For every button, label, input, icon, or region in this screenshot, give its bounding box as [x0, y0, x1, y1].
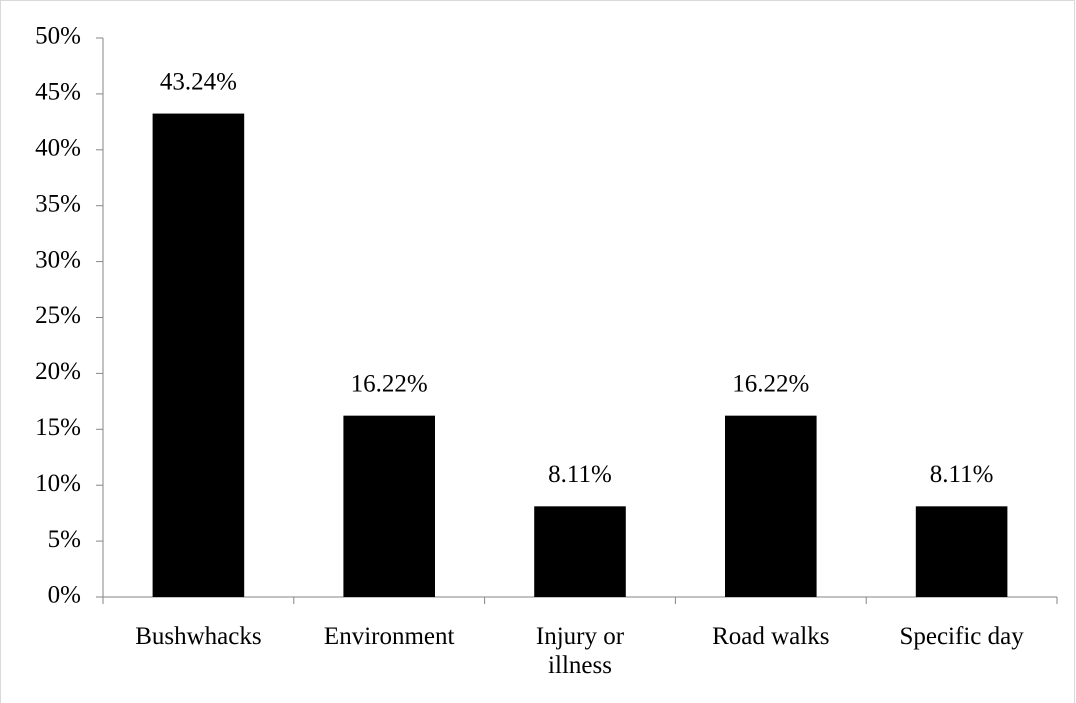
y-tick-label: 5% [48, 526, 81, 553]
bar [343, 415, 435, 597]
data-label: 8.11% [930, 461, 994, 488]
data-label: 16.22% [732, 370, 809, 397]
x-tick-label: Specific day [899, 623, 1024, 650]
x-tick-label: Environment [323, 623, 455, 650]
y-tick-label: 20% [35, 358, 81, 385]
x-tick-label: Injury or illness [535, 623, 625, 679]
bar [915, 506, 1008, 597]
bar [534, 506, 626, 597]
data-label: 43.24% [160, 68, 237, 95]
data-label: 8.11% [548, 461, 612, 488]
y-tick-label: 35% [35, 190, 81, 217]
y-tick-label: 50% [35, 23, 81, 50]
y-tick-label: 40% [35, 135, 81, 162]
y-tick-label: 0% [48, 582, 81, 609]
y-tick-label: 45% [35, 79, 81, 106]
bar [152, 113, 245, 598]
y-tick-label: 10% [35, 470, 81, 497]
x-tick-label: Bushwhacks [135, 623, 262, 650]
y-tick-label: 25% [35, 302, 81, 329]
x-tick-label: Road walks [712, 623, 830, 650]
data-label: 16.22% [351, 370, 428, 397]
bar [725, 415, 817, 597]
y-tick-label: 30% [35, 246, 81, 273]
y-tick-label: 15% [35, 414, 81, 441]
